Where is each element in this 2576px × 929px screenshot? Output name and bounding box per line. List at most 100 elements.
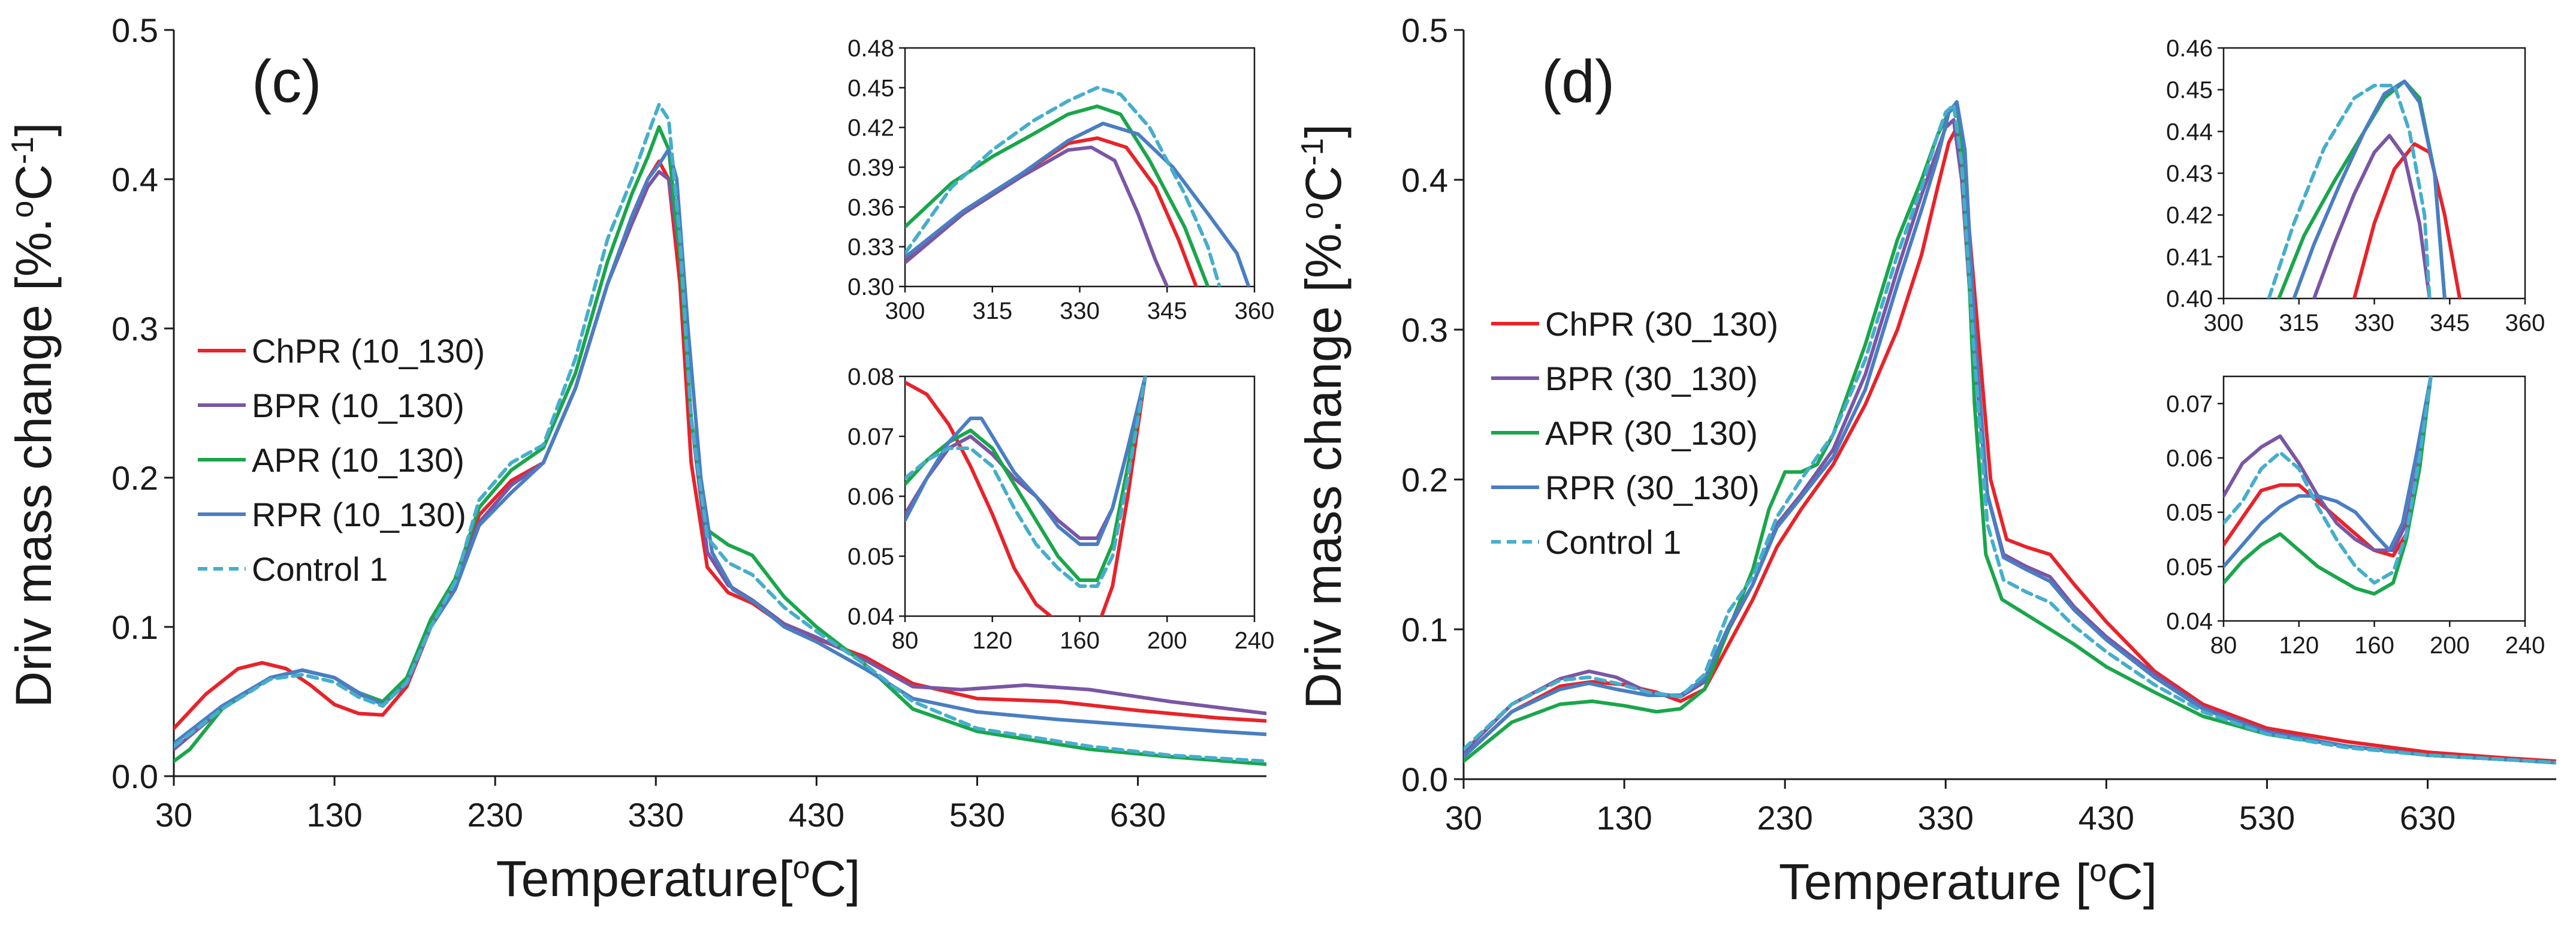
x-tick-label: 30 <box>155 796 192 834</box>
inset-x-tick-label: 200 <box>1147 628 1187 654</box>
inset-y-tick-label: 0.46 <box>2166 35 2213 62</box>
inset-y-tick-label: 0.48 <box>847 35 894 62</box>
inset-frame <box>904 47 1256 288</box>
inset-y-tick-label: 0.06 <box>847 484 894 510</box>
inset-y-tick-label: 0.05 <box>2166 554 2213 580</box>
inset-series-line-rpr <box>2292 79 2447 298</box>
inset-y-tick-label: 0.07 <box>2166 391 2213 417</box>
inset-y-tick-label: 0.39 <box>847 155 894 181</box>
inset-x-tick-label: 240 <box>1235 628 1275 654</box>
inset-y-tick-label: 0.36 <box>847 194 894 221</box>
inset-x-tick-label: 160 <box>1060 628 1100 654</box>
x-tick-label: 530 <box>949 796 1005 834</box>
inset-y-tick-label: 0.45 <box>847 75 894 101</box>
series-line-control <box>174 102 1266 764</box>
legend-label: Control 1 <box>252 550 388 588</box>
legend-label: BPR (30_130) <box>1545 360 1758 397</box>
panel-label: (d) <box>1542 48 1615 115</box>
inset-y-tick-label: 0.06 <box>2166 445 2213 472</box>
inset-series-line-control <box>905 376 1147 588</box>
inset-y-tick-label: 0.07 <box>847 424 894 450</box>
inset-y-tick-label: 0.43 <box>2166 161 2213 187</box>
inset-series-line-bpr <box>905 145 1169 286</box>
series-group <box>1464 100 2556 765</box>
inset-series-line-chpr <box>2352 142 2462 298</box>
inset-x-tick-label: 315 <box>2279 310 2319 336</box>
x-tick-label: 330 <box>628 796 684 834</box>
inset-x-tick-label: 80 <box>892 628 919 654</box>
inset-y-tick-label: 0.05 <box>847 544 894 570</box>
inset-series-line-rpr <box>905 376 1147 546</box>
inset-top: 300 315 330 345 360 0.30 0.33 0.36 0.39 0.42 0.45 0… <box>847 35 1274 324</box>
inset-bottom: 80 120 160 200 240 0.04 0.05 0.05 0.06 0.07 <box>2166 375 2545 659</box>
panel-c: 30 130 230 330 430 530 630 0.0 0.1 0.2 0.3 0.4 0.5 (c… <box>5 11 1274 907</box>
y-axis-title: Driv mass change [%.oC-1] <box>1295 124 1352 709</box>
series-line-control <box>1464 103 2556 765</box>
inset-x-tick-label: 200 <box>2430 632 2470 659</box>
legend-label: APR (10_130) <box>252 441 464 479</box>
legend: ChPR (30_130) BPR (30_130) APR (30_130) RPR… <box>1491 305 1778 561</box>
legend-label: ChPR (10_130) <box>252 332 485 370</box>
x-tick-label: 630 <box>2400 799 2456 837</box>
legend: ChPR (10_130) BPR (10_130) APR (10_130) RPR… <box>198 332 485 588</box>
y-tick-label: 0.1 <box>1401 611 1448 649</box>
x-tick-label: 430 <box>789 796 844 834</box>
inset-x-tick-label: 345 <box>2430 310 2470 336</box>
inset-y-tick-label: 0.30 <box>847 274 894 300</box>
inset-y-tick-label: 0.33 <box>847 234 894 261</box>
inset-x-tick-label: 345 <box>1147 298 1187 324</box>
x-tick-label: 630 <box>1110 796 1166 834</box>
inset-y-tick-label: 0.40 <box>2166 286 2213 312</box>
inset-x-tick-label: 120 <box>972 628 1012 654</box>
inset-top: 300 315 330 345 360 0.40 0.41 0.42 0.43 0.44 0.45 0… <box>2166 35 2545 336</box>
x-tick-label: 230 <box>1757 799 1812 837</box>
y-tick-label: 0.1 <box>111 608 158 646</box>
panel-label: (c) <box>252 48 322 115</box>
inset-y-tick-label: 0.05 <box>2166 500 2213 526</box>
inset-series-line-bpr <box>2224 376 2433 553</box>
y-tick-label: 0.5 <box>111 11 158 49</box>
inset-series-line-chpr <box>905 376 1147 616</box>
inset-series-line-apr <box>2224 376 2433 596</box>
x-tick-label: 430 <box>2079 799 2134 837</box>
inset-x-tick-label: 120 <box>2279 632 2319 659</box>
legend-label: BPR (10_130) <box>252 387 464 424</box>
x-tick-label: 330 <box>1918 799 1974 837</box>
inset-x-tick-label: 300 <box>2204 310 2244 336</box>
inset-bottom: 80 120 160 200 240 0.04 0.05 0.06 0.07 0.08 <box>847 364 1274 654</box>
inset-y-tick-label: 0.08 <box>847 364 894 390</box>
series-line-rpr <box>174 147 1266 746</box>
inset-y-tick-label: 0.45 <box>2166 77 2213 104</box>
inset-series-line-control <box>2224 376 2433 585</box>
y-axis-title: Driv mass change [%.oC-1] <box>5 122 62 707</box>
inset-x-tick-label: 80 <box>2210 632 2237 659</box>
legend-label: APR (30_130) <box>1545 414 1758 452</box>
x-tick-label: 130 <box>306 796 362 834</box>
series-group <box>174 102 1266 767</box>
y-tick-label: 0.0 <box>111 758 158 795</box>
x-tick-label: 30 <box>1445 799 1482 837</box>
x-tick-label: 230 <box>467 796 523 834</box>
inset-series-line-control <box>2267 83 2432 298</box>
inset-x-tick-label: 330 <box>1060 298 1100 324</box>
legend-label: Control 1 <box>1545 523 1681 561</box>
x-tick-label: 530 <box>2239 799 2295 837</box>
inset-x-tick-label: 160 <box>2354 632 2394 659</box>
y-tick-label: 0.4 <box>1401 161 1448 199</box>
inset-frame <box>2222 375 2526 622</box>
inset-x-tick-label: 315 <box>972 298 1012 324</box>
inset-x-tick-label: 330 <box>2354 310 2394 336</box>
inset-x-tick-label: 300 <box>885 298 925 324</box>
inset-frame <box>2222 47 2526 300</box>
y-tick-label: 0.5 <box>1401 11 1448 49</box>
inset-series-line-control <box>905 86 1221 286</box>
inset-y-tick-label: 0.42 <box>2166 203 2213 229</box>
x-axis-title: Temperature [oC] <box>1779 853 2157 910</box>
y-tick-label: 0.3 <box>111 310 158 348</box>
inset-y-tick-label: 0.41 <box>2166 244 2213 270</box>
inset-series-line-rpr <box>905 122 1251 286</box>
legend-label: ChPR (30_130) <box>1545 305 1778 343</box>
inset-y-tick-label: 0.04 <box>847 604 894 630</box>
legend-label: RPR (30_130) <box>1545 469 1760 506</box>
y-tick-label: 0.3 <box>1401 311 1448 349</box>
